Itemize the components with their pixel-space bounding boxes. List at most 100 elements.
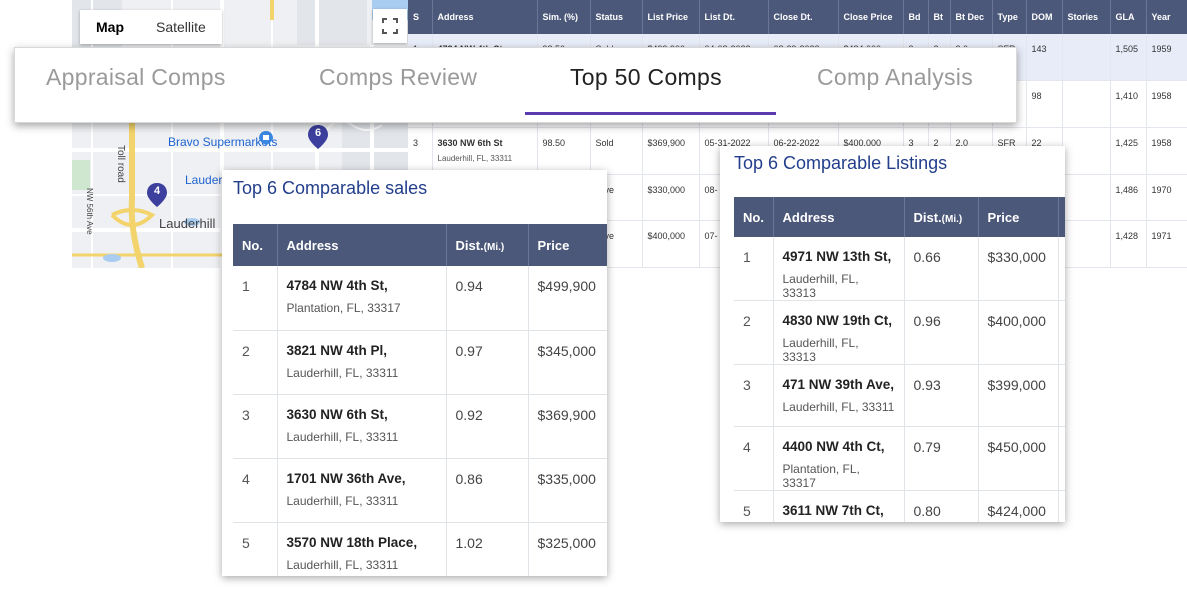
cell-no: 1	[233, 266, 278, 331]
tab-top-50-comps[interactable]: Top 50 Comps	[570, 64, 722, 90]
cell-city: Lauderhill, FL, 33311	[286, 557, 399, 572]
column-header-overflow	[1058, 197, 1065, 237]
map-marker-number: 6	[314, 127, 322, 139]
cell-price: $325,000	[528, 522, 607, 576]
cell-list-price: $400,000	[642, 220, 700, 268]
column-header[interactable]: GLA	[1110, 0, 1147, 34]
map-marker[interactable]: 6	[308, 125, 328, 149]
comparable-sales-table: No. Address Dist.(Mi.) Price 1 4784 NW 4…	[233, 224, 607, 576]
table-row[interactable]: 5 3611 NW 7th Ct, 0.80 $424,000	[734, 490, 1065, 522]
column-header[interactable]: Sim. (%)	[537, 0, 591, 34]
cell-street: 3821 NW 4th Pl,	[286, 342, 388, 358]
cell-dist: 0.80	[904, 490, 979, 522]
dist-label: Dist.	[913, 209, 942, 225]
column-header-no[interactable]: No.	[233, 224, 278, 266]
comparable-listings-table: No. Address Dist.(Mi.) Price 1 4971 NW 1…	[734, 197, 1065, 522]
column-header[interactable]: Type	[992, 0, 1027, 34]
cell-street: 1701 NW 36th Ave,	[286, 470, 406, 486]
column-header[interactable]: Status	[590, 0, 643, 34]
cell-stories	[1062, 34, 1111, 82]
cell-price: $369,900	[528, 394, 607, 459]
column-header[interactable]: S	[408, 0, 433, 34]
cell-no: 5	[233, 522, 278, 576]
cell-no: 4	[233, 458, 278, 523]
cell-price: $335,000	[528, 458, 607, 523]
table-row[interactable]: 1 4971 NW 13th St, Lauderhill, FL, 33313 …	[734, 237, 1065, 301]
cell-price: $499,900	[528, 266, 607, 331]
tab-appraisal-comps[interactable]: Appraisal Comps	[46, 64, 226, 90]
table-header-row: No. Address Dist.(Mi.) Price	[734, 197, 1065, 237]
cell-gla: 1,428	[1110, 220, 1147, 268]
cell-address: 1701 NW 36th Ave, Lauderhill, FL, 33311	[277, 458, 447, 523]
cell-year: 1958	[1146, 80, 1187, 128]
cell-street: 4400 NW 4th Ct,	[782, 439, 885, 454]
tab-comp-analysis[interactable]: Comp Analysis	[817, 64, 974, 90]
table-header-row: No. Address Dist.(Mi.) Price	[233, 224, 607, 266]
map-tab[interactable]: Map	[96, 19, 124, 35]
cell-dom: 98	[1026, 80, 1063, 128]
cell-year: 1970	[1146, 174, 1187, 222]
table-row[interactable]: 2 4830 NW 19th Ct, Lauderhill, FL, 33313 …	[734, 300, 1065, 365]
cell-dist: 0.79	[904, 426, 979, 491]
tab-comps-review[interactable]: Comps Review	[319, 64, 478, 90]
cell-price: $399,000	[978, 364, 1059, 427]
column-header[interactable]: Bd	[903, 0, 929, 34]
column-header-dist[interactable]: Dist.(Mi.)	[904, 197, 979, 237]
column-header[interactable]: Close Dt.	[768, 0, 839, 34]
table-row[interactable]: 4 4400 NW 4th Ct, Plantation, FL, 33317 0…	[734, 426, 1065, 491]
column-header[interactable]: Year	[1146, 0, 1187, 34]
column-header[interactable]: Address	[432, 0, 538, 34]
table-row[interactable]: 5 3570 NW 18th Place, Lauderhill, FL, 333…	[233, 522, 607, 576]
cell-sim: 98.50	[537, 127, 591, 175]
cell-street: 3630 NW 6th St	[437, 137, 503, 148]
map-label-bravo: Bravo Supermarkets	[168, 135, 278, 149]
cell-no: 5	[734, 490, 774, 522]
cell-no: 2	[734, 300, 774, 365]
table-row[interactable]: 3 471 NW 39th Ave, Lauderhill, FL, 33311 …	[734, 364, 1065, 427]
table-row[interactable]: 3 3630 NW 6th St, Lauderhill, FL, 33311 0…	[233, 394, 607, 459]
map-marker[interactable]: 4	[147, 183, 167, 207]
column-header[interactable]: Bt Dec	[950, 0, 993, 34]
satellite-tab[interactable]: Satellite	[156, 19, 206, 35]
table-row[interactable]: 4 1701 NW 36th Ave, Lauderhill, FL, 33311…	[233, 458, 607, 523]
map-marker-number: 4	[153, 185, 161, 197]
column-header-no[interactable]: No.	[734, 197, 774, 237]
card-title: Top 6 Comparable Listings	[734, 153, 948, 173]
cell-dist: 0.86	[446, 458, 529, 523]
column-header-address[interactable]: Address	[277, 224, 447, 266]
cell-street: 3570 NW 18th Place,	[286, 534, 418, 550]
table-row[interactable]: 2 3821 NW 4th Pl, Lauderhill, FL, 33311 0…	[233, 330, 607, 395]
map-pin-icon	[308, 125, 328, 149]
column-header-price[interactable]: Price	[528, 224, 607, 266]
cell-address: 4400 NW 4th Ct, Plantation, FL, 33317	[773, 426, 905, 491]
table-header-row: S Address Sim. (%) Status List Price Lis…	[408, 0, 1187, 34]
cell-address: 3821 NW 4th Pl, Lauderhill, FL, 33311	[277, 330, 447, 395]
cell-no: 3	[233, 394, 278, 459]
cell-dist: 0.66	[904, 237, 979, 301]
cell-year: 1959	[1146, 34, 1187, 82]
column-header[interactable]: Bt	[928, 0, 951, 34]
cell-price: $424,000	[978, 490, 1059, 522]
column-header[interactable]: DOM	[1026, 0, 1063, 34]
column-header[interactable]: Stories	[1062, 0, 1111, 34]
cell-city: Lauderhill, FL, 33311	[286, 493, 399, 508]
cell-stories	[1062, 174, 1111, 222]
cell-address: 4830 NW 19th Ct, Lauderhill, FL, 33313	[773, 300, 905, 365]
cell-city: Plantation, FL, 33317	[782, 462, 860, 490]
column-header-dist[interactable]: Dist.(Mi.)	[446, 224, 529, 266]
cell-gla: 1,410	[1110, 80, 1147, 128]
cell-street: 471 NW 39th Ave,	[782, 377, 895, 392]
cell-dist: 0.93	[904, 364, 979, 427]
column-header-price[interactable]: Price	[978, 197, 1059, 237]
fullscreen-button[interactable]	[373, 9, 407, 43]
column-header[interactable]: List Price	[642, 0, 700, 34]
cell-city: Lauderhill, FL, 33311	[286, 429, 399, 444]
column-header[interactable]: Close Price	[838, 0, 904, 34]
cell-status: Sold	[590, 127, 643, 175]
table-row[interactable]: 1 4784 NW 4th St, Plantation, FL, 33317 0…	[233, 266, 607, 331]
map-label-street: NW 56th Ave	[85, 188, 94, 235]
column-header[interactable]: List Dt.	[699, 0, 769, 34]
column-header-address[interactable]: Address	[773, 197, 905, 237]
dist-label: Dist.	[455, 237, 484, 253]
cell-street: 4971 NW 13th St,	[782, 249, 892, 264]
